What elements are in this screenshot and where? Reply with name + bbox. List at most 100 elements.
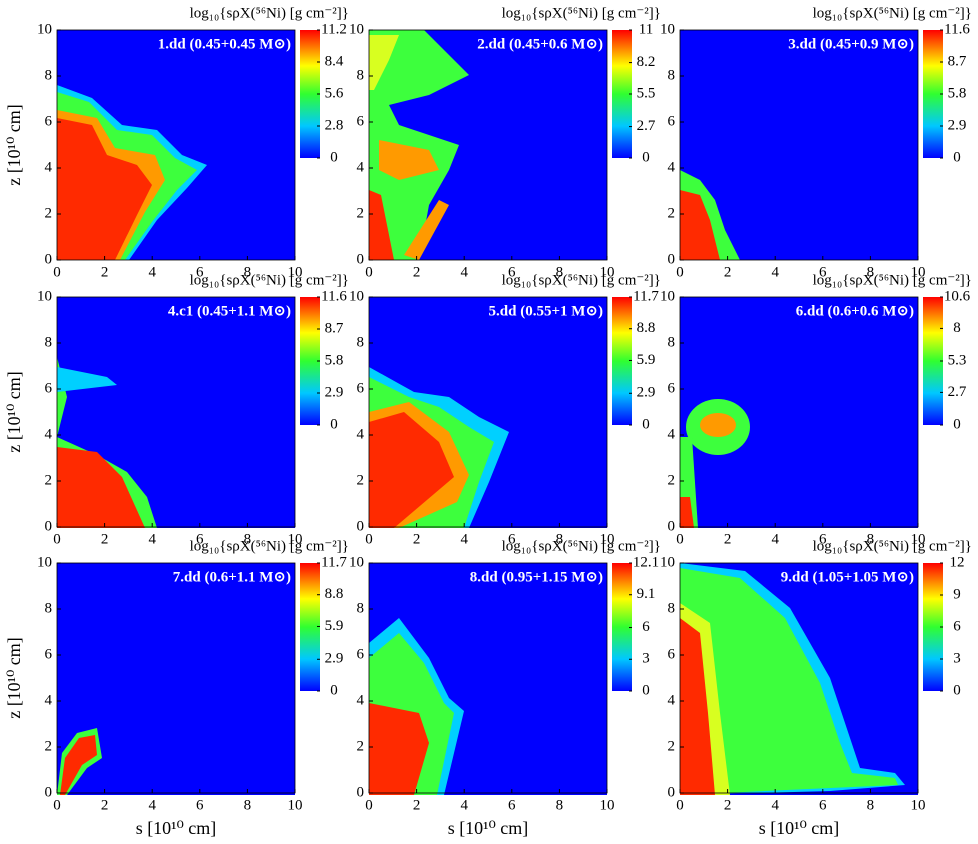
plot-frame xyxy=(56,29,296,261)
y-tick-label: 6 xyxy=(45,113,53,129)
colorbar-tick-label: 11 xyxy=(639,21,653,37)
y-tick-label: 4 xyxy=(45,159,53,175)
colorbar-label: log₁₀{sρX(⁵⁶Ni) [g cm⁻²]} xyxy=(813,5,972,21)
y-tick-label: 0 xyxy=(357,784,365,800)
x-tick-label: 4 xyxy=(460,797,468,813)
y-tick-label: 2 xyxy=(45,472,53,488)
panel-title: 9.dd (1.05+1.05 M⊙) xyxy=(781,569,914,585)
colorbar-tick-label: 0 xyxy=(642,149,650,165)
y-tick-label: 8 xyxy=(668,334,676,350)
heatmap-image xyxy=(680,297,918,528)
colorbar-tick-label: 0 xyxy=(953,682,961,698)
colorbar-tick-label: 12.1 xyxy=(633,554,659,570)
x-tick-label: 2 xyxy=(413,264,421,280)
x-tick-label: 4 xyxy=(460,264,468,280)
colorbar-label: log₁₀{sρX(⁵⁶Ni) [g cm⁻²]} xyxy=(813,272,972,288)
y-tick-label: 4 xyxy=(668,692,676,708)
colorbar-tick-label: 5.9 xyxy=(637,352,656,368)
y-tick-label: 2 xyxy=(668,738,676,754)
colorbar-tick-label: 3 xyxy=(642,651,650,667)
x-tick-label: 10 xyxy=(911,531,926,547)
x-tick-label: 0 xyxy=(53,531,61,547)
y-tick-label: 10 xyxy=(37,554,52,570)
x-tick-label: 10 xyxy=(600,531,615,547)
panel-title: 4.c1 (0.45+1.1 M⊙) xyxy=(168,303,291,319)
y-tick-label: 6 xyxy=(45,646,53,662)
x-tick-label: 6 xyxy=(819,797,827,813)
x-tick-label: 8 xyxy=(867,531,875,547)
colorbar xyxy=(300,563,320,691)
panel-title: 2.dd (0.45+0.6 M⊙) xyxy=(477,36,603,52)
colorbar-tick-label: 11.7 xyxy=(633,288,659,304)
colorbar-tick-label: 9 xyxy=(953,586,961,602)
colorbar-label: log₁₀{sρX(⁵⁶Ni) [g cm⁻²]} xyxy=(190,5,349,21)
y-tick-label: 0 xyxy=(668,518,676,534)
y-tick-label: 8 xyxy=(45,600,53,616)
x-tick-label: 6 xyxy=(508,531,516,547)
x-tick-label: 8 xyxy=(556,264,564,280)
x-tick-label: 10 xyxy=(288,797,303,813)
x-tick-label: 4 xyxy=(148,264,156,280)
x-tick-label: 6 xyxy=(508,797,516,813)
colorbar-tick-label: 2.9 xyxy=(637,385,656,401)
heatmap-image xyxy=(57,297,295,528)
colorbar-tick-label: 3 xyxy=(953,650,961,666)
colorbar-tick-label: 0 xyxy=(330,416,338,432)
y-tick-label: 4 xyxy=(668,159,676,175)
x-axis-label: s [10¹⁰ cm] xyxy=(136,818,217,838)
plot-frame xyxy=(368,562,608,794)
colorbar-tick-label: 5.6 xyxy=(325,85,344,101)
x-tick-label: 6 xyxy=(819,264,827,280)
x-tick-label: 2 xyxy=(724,264,732,280)
y-tick-label: 0 xyxy=(45,784,53,800)
plot-frame xyxy=(679,29,919,261)
y-tick-label: 2 xyxy=(45,738,53,754)
y-tick-label: 2 xyxy=(357,472,365,488)
colorbar-tick-label: 2.7 xyxy=(948,384,967,400)
y-tick-label: 2 xyxy=(357,205,365,221)
heatmap-image xyxy=(680,563,918,795)
x-tick-label: 10 xyxy=(911,264,926,280)
x-tick-label: 10 xyxy=(288,264,303,280)
y-tick-label: 4 xyxy=(45,692,53,708)
colorbar xyxy=(923,30,943,158)
x-tick-label: 8 xyxy=(867,264,875,280)
x-tick-label: 10 xyxy=(600,264,615,280)
colorbar-tick-label: 0 xyxy=(330,149,338,165)
y-tick-label: 0 xyxy=(357,251,365,267)
x-tick-label: 4 xyxy=(771,264,779,280)
y-tick-label: 10 xyxy=(660,554,675,570)
colorbar xyxy=(923,297,943,425)
y-tick-label: 0 xyxy=(45,251,53,267)
y-tick-label: 2 xyxy=(668,205,676,221)
y-tick-label: 4 xyxy=(357,426,365,442)
y-tick-label: 0 xyxy=(357,518,365,534)
x-tick-label: 10 xyxy=(288,531,303,547)
plot-frame xyxy=(368,296,608,528)
colorbar-tick-label: 6 xyxy=(642,619,650,635)
heatmap-image xyxy=(57,563,295,795)
colorbar xyxy=(300,30,320,158)
y-tick-label: 6 xyxy=(357,380,365,396)
colorbar-tick-label: 8.4 xyxy=(325,53,344,69)
x-tick-label: 6 xyxy=(819,531,827,547)
colorbar-tick-label: 8.7 xyxy=(948,53,967,69)
x-tick-label: 0 xyxy=(365,531,373,547)
colorbar-tick-label: 5.3 xyxy=(948,352,967,368)
colorbar-tick-label: 5.8 xyxy=(325,352,344,368)
colorbar-tick-label: 9.1 xyxy=(637,586,656,602)
colorbar-tick-label: 12 xyxy=(950,554,965,570)
colorbar-tick-label: 8.2 xyxy=(637,54,656,70)
x-tick-label: 6 xyxy=(196,264,204,280)
colorbar-tick-label: 8.8 xyxy=(325,586,344,602)
x-tick-label: 10 xyxy=(911,797,926,813)
y-tick-label: 4 xyxy=(45,426,53,442)
x-tick-label: 10 xyxy=(600,797,615,813)
y-axis-label: z [10¹⁰ cm] xyxy=(4,371,24,453)
x-tick-label: 8 xyxy=(556,531,564,547)
panel-title: 7.dd (0.6+1.1 M⊙) xyxy=(173,569,291,585)
y-tick-label: 8 xyxy=(357,67,365,83)
colorbar-tick-label: 8 xyxy=(953,320,961,336)
x-tick-label: 4 xyxy=(771,797,779,813)
